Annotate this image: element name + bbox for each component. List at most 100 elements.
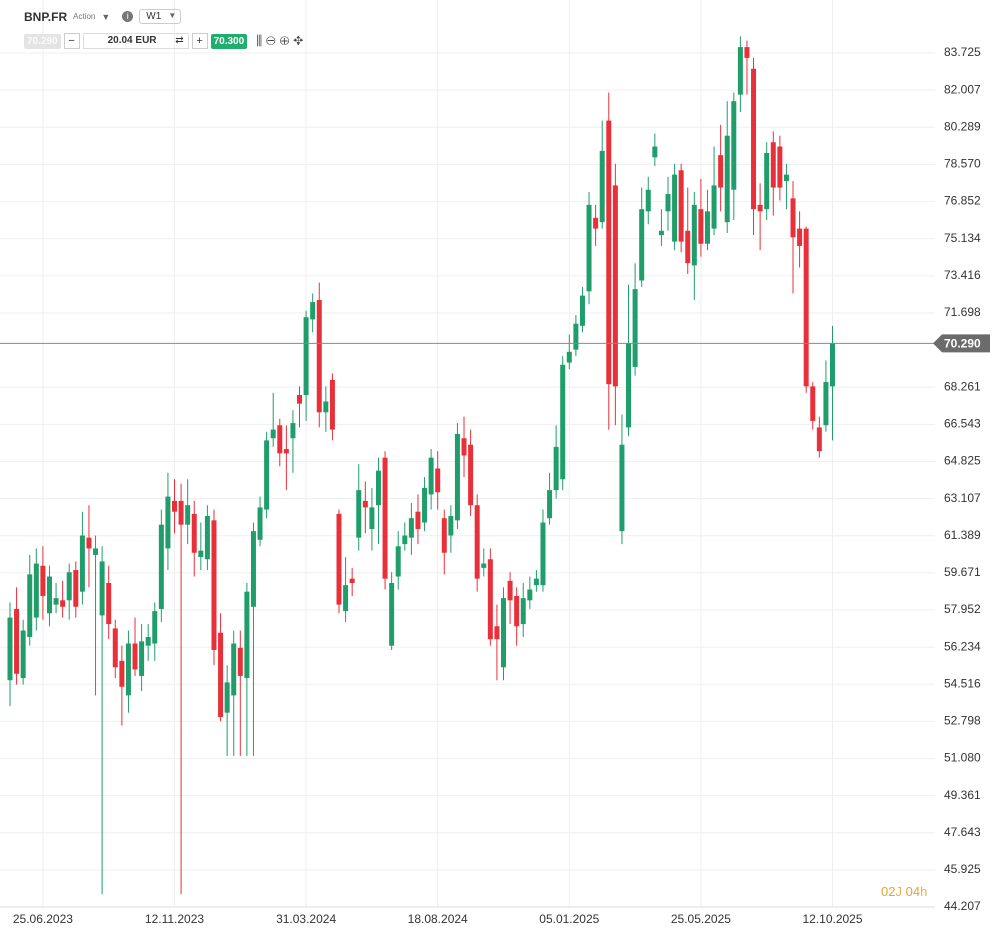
candle-body xyxy=(435,468,441,493)
candle-body xyxy=(731,101,737,190)
candle xyxy=(178,483,184,895)
candle xyxy=(297,386,303,428)
chart-tools[interactable]: ⫼ ⊖ ⊕ ✥ xyxy=(256,33,304,48)
y-tick-label: 47.643 xyxy=(944,825,981,839)
candle-body xyxy=(145,637,151,646)
plus-button[interactable]: + xyxy=(191,33,208,49)
candle xyxy=(14,587,20,685)
y-tick-label: 56.234 xyxy=(944,639,981,653)
candle xyxy=(119,645,125,726)
candle xyxy=(356,464,362,551)
candle-body xyxy=(356,490,362,538)
candle-body xyxy=(553,446,559,491)
candle xyxy=(93,535,99,696)
y-tick-label: 64.825 xyxy=(944,454,981,468)
candle xyxy=(764,142,770,220)
candle xyxy=(678,163,684,253)
candle xyxy=(606,92,612,430)
candle-body xyxy=(586,204,592,292)
candle xyxy=(204,505,210,571)
candle-body xyxy=(152,611,158,644)
candle xyxy=(816,416,822,458)
quantity-input[interactable]: 20.04 EUR ⇄ xyxy=(82,33,189,49)
candle-body xyxy=(685,230,691,264)
candle xyxy=(20,619,26,685)
timeframe: W1 xyxy=(146,11,162,22)
candle-body xyxy=(185,505,191,525)
candle-body xyxy=(198,550,204,558)
info-icon[interactable]: i xyxy=(122,11,134,22)
candle-body xyxy=(99,561,105,616)
candle xyxy=(435,451,441,510)
candle xyxy=(619,414,625,545)
minus-button[interactable]: − xyxy=(63,33,80,49)
candle xyxy=(751,57,757,236)
candle xyxy=(33,548,39,631)
x-tick-label: 25.05.2025 xyxy=(671,912,731,926)
y-tick-label: 80.289 xyxy=(944,119,981,133)
countdown-hour-unit: h xyxy=(920,884,928,899)
candle xyxy=(270,392,276,447)
candle-body xyxy=(53,598,59,605)
candle xyxy=(777,135,783,201)
x-tick-label: 05.01.2025 xyxy=(539,912,599,926)
candle-body xyxy=(125,643,131,696)
candle xyxy=(185,479,191,545)
candle-body xyxy=(20,630,26,679)
buy-price[interactable]: 70.300 xyxy=(210,33,248,49)
countdown-days: 02 xyxy=(881,884,896,899)
candle-body xyxy=(599,150,605,223)
candle xyxy=(7,602,13,707)
candle xyxy=(86,505,92,588)
candle-body xyxy=(612,185,618,387)
candle-body xyxy=(481,563,487,568)
candle-body xyxy=(178,500,184,525)
candle-body xyxy=(520,598,526,625)
candle-body xyxy=(751,68,757,210)
sell-price[interactable]: 70.290 xyxy=(24,33,61,49)
y-tick-label: 73.416 xyxy=(944,268,981,282)
y-tick-label: 44.207 xyxy=(944,899,981,913)
candle xyxy=(343,557,349,622)
candle xyxy=(744,40,750,95)
candle xyxy=(172,479,177,534)
candle-body xyxy=(106,583,112,625)
symbol-row: BNP.FR Action ▼ i W1 ▼ xyxy=(24,9,182,24)
candle xyxy=(448,505,454,553)
candle-body xyxy=(645,189,651,212)
candle-body xyxy=(678,170,684,242)
candle-body xyxy=(224,682,230,713)
candle-body xyxy=(343,585,349,612)
candle xyxy=(73,561,79,618)
candle-body xyxy=(816,427,822,452)
candle-body xyxy=(777,146,783,188)
last-price-tag xyxy=(933,334,990,353)
dropdown-arrow[interactable]: ▼ xyxy=(101,11,111,22)
candle-body xyxy=(507,580,513,601)
candle xyxy=(428,449,434,510)
candle xyxy=(797,211,803,268)
candle-body xyxy=(362,500,368,508)
candle xyxy=(698,178,704,257)
candle-body xyxy=(454,433,460,521)
timeframe-select[interactable]: W1 ▼ xyxy=(139,9,182,24)
candle xyxy=(329,373,335,441)
y-tick-label: 63.107 xyxy=(944,491,981,505)
candle xyxy=(408,503,414,555)
candle-body xyxy=(724,135,730,223)
candle-body xyxy=(297,395,303,404)
candle xyxy=(599,120,605,229)
y-tick-label: 76.852 xyxy=(944,194,981,208)
candle xyxy=(369,487,375,551)
candle-body xyxy=(665,194,671,212)
candle xyxy=(145,624,151,661)
y-tick-label: 75.134 xyxy=(944,231,981,245)
candle xyxy=(579,286,585,333)
candle-body xyxy=(283,449,289,454)
candle xyxy=(422,477,428,532)
candle-body xyxy=(408,518,414,538)
symbol[interactable]: BNP.FR xyxy=(24,9,68,24)
candle-body xyxy=(658,230,664,236)
candle xyxy=(527,576,533,609)
